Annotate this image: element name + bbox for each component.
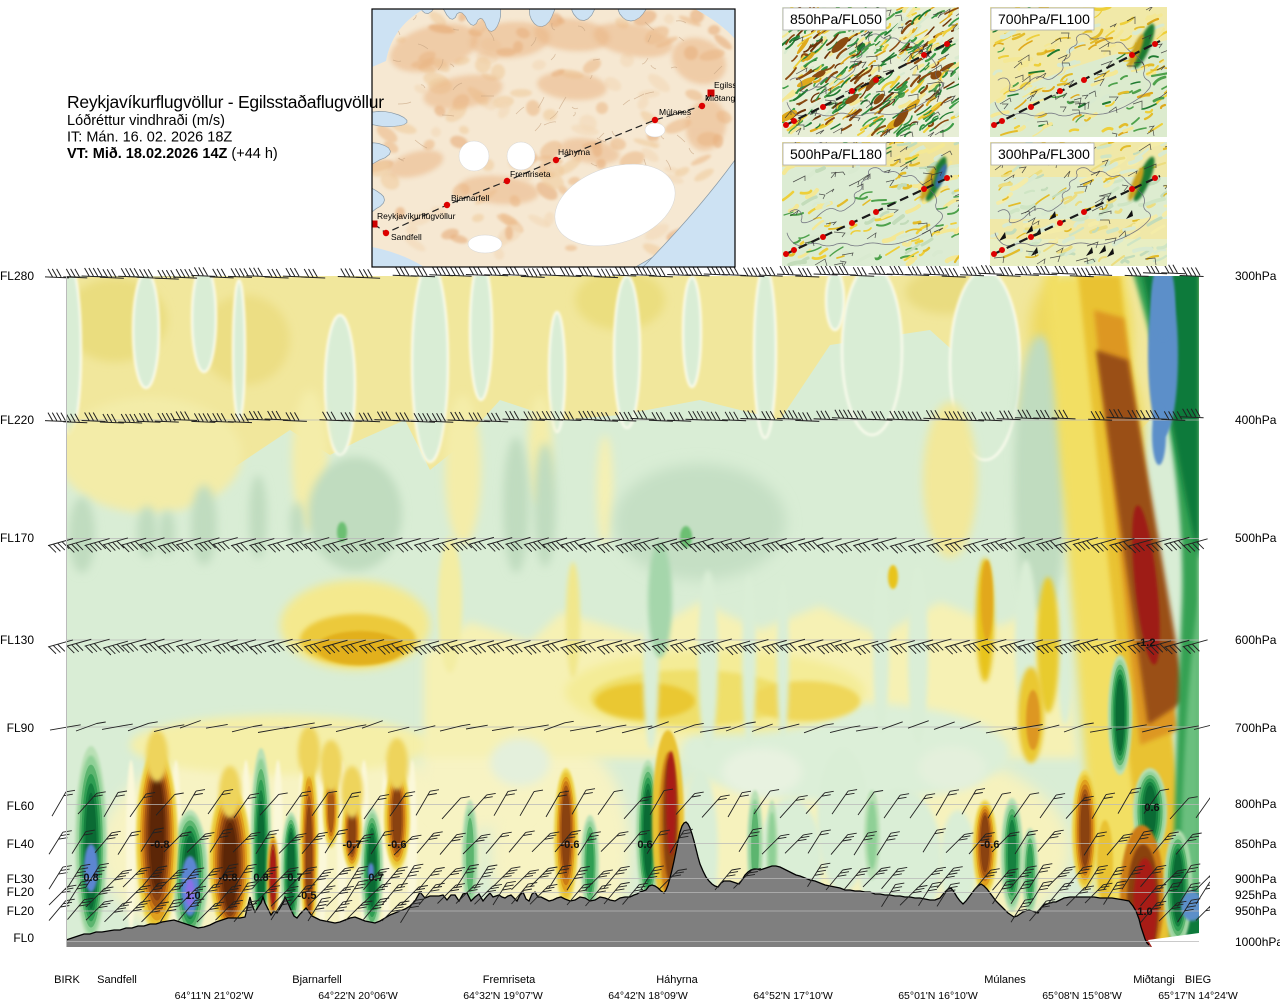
svg-text:0.8: 0.8 xyxy=(253,872,268,884)
svg-text:VT: Mið. 18.02.2026 14Z (+44 h: VT: Mið. 18.02.2026 14Z (+44 h) xyxy=(67,146,278,162)
svg-text:500hPa: 500hPa xyxy=(1235,531,1277,545)
svg-text:FL90: FL90 xyxy=(7,721,35,735)
svg-text:64°32'N 19°07'W: 64°32'N 19°07'W xyxy=(463,990,543,1002)
svg-text:Miðtangi: Miðtangi xyxy=(1133,974,1175,986)
svg-text:0.8: 0.8 xyxy=(83,872,98,884)
svg-text:950hPa: 950hPa xyxy=(1235,904,1277,918)
svg-text:600hPa: 600hPa xyxy=(1235,633,1277,647)
svg-text:300hPa/FL300: 300hPa/FL300 xyxy=(998,146,1090,162)
svg-text:-0.8: -0.8 xyxy=(219,872,238,884)
svg-text:Háhyrna: Háhyrna xyxy=(558,147,590,157)
svg-text:Egilssta: Egilssta xyxy=(714,80,744,90)
svg-text:Lóðréttur vindhraði (m/s): Lóðréttur vindhraði (m/s) xyxy=(67,113,225,129)
svg-text:1000hPa: 1000hPa xyxy=(1235,935,1280,949)
svg-text:FL280: FL280 xyxy=(0,269,34,283)
svg-text:FL20: FL20 xyxy=(7,885,35,899)
svg-text:0.7: 0.7 xyxy=(368,872,383,884)
svg-text:Miðtangi: Miðtangi xyxy=(705,93,737,103)
svg-text:0.7: 0.7 xyxy=(287,872,302,884)
svg-text:Reykjavíkurflugvöllur: Reykjavíkurflugvöllur xyxy=(377,211,456,221)
svg-text:64°42'N 18°09'W: 64°42'N 18°09'W xyxy=(608,990,688,1002)
svg-text:Múlanes: Múlanes xyxy=(659,107,691,117)
svg-text:Fremriseta: Fremriseta xyxy=(510,169,551,179)
svg-text:0.6: 0.6 xyxy=(1144,802,1159,814)
svg-text:850hPa: 850hPa xyxy=(1235,837,1277,851)
svg-text:Háhyrna: Háhyrna xyxy=(656,974,698,986)
svg-text:700hPa: 700hPa xyxy=(1235,721,1277,735)
svg-text:900hPa: 900hPa xyxy=(1235,872,1277,886)
svg-text:65°08'N 15°08'W: 65°08'N 15°08'W xyxy=(1042,990,1122,1002)
svg-text:-0.6: -0.6 xyxy=(981,839,1000,851)
svg-text:Fremriseta: Fremriseta xyxy=(483,974,536,986)
svg-text:FL130: FL130 xyxy=(0,633,34,647)
svg-text:500hPa/FL180: 500hPa/FL180 xyxy=(790,146,882,162)
svg-text:Bjarnarfell: Bjarnarfell xyxy=(451,193,489,203)
svg-text:Reykjavíkurflugvöllur - Egilss: Reykjavíkurflugvöllur - Egilsstaðaflugvö… xyxy=(67,92,384,112)
svg-text:-0.8: -0.8 xyxy=(151,839,170,851)
svg-text:FL30: FL30 xyxy=(7,872,35,886)
svg-text:Múlanes: Múlanes xyxy=(984,974,1026,986)
svg-text:64°52'N 17°10'W: 64°52'N 17°10'W xyxy=(753,990,833,1002)
svg-text:1.0: 1.0 xyxy=(185,890,200,902)
svg-text:300hPa: 300hPa xyxy=(1235,269,1277,283)
svg-text:1.0: 1.0 xyxy=(1137,906,1152,918)
svg-text:64°22'N 20°06'W: 64°22'N 20°06'W xyxy=(318,990,398,1002)
svg-text:65°17'N 14°24'W: 65°17'N 14°24'W xyxy=(1158,990,1238,1002)
svg-text:850hPa/FL050: 850hPa/FL050 xyxy=(790,11,882,27)
svg-text:-1.2: -1.2 xyxy=(1137,637,1156,649)
svg-text:Sandfell: Sandfell xyxy=(391,232,422,242)
svg-text:FL40: FL40 xyxy=(7,837,35,851)
svg-text:65°01'N 16°10'W: 65°01'N 16°10'W xyxy=(898,990,978,1002)
svg-text:-0.6: -0.6 xyxy=(388,839,407,851)
svg-text:700hPa/FL100: 700hPa/FL100 xyxy=(998,11,1090,27)
svg-text:BIEG: BIEG xyxy=(1185,974,1211,986)
svg-text:-0.7: -0.7 xyxy=(343,839,362,851)
svg-text:FL220: FL220 xyxy=(0,413,34,427)
svg-text:800hPa: 800hPa xyxy=(1235,797,1277,811)
svg-text:FL0: FL0 xyxy=(13,931,34,945)
svg-text:FL20: FL20 xyxy=(7,904,35,918)
svg-text:FL170: FL170 xyxy=(0,531,34,545)
svg-text:400hPa: 400hPa xyxy=(1235,413,1277,427)
svg-text:64°11'N 21°02'W: 64°11'N 21°02'W xyxy=(175,990,254,1002)
svg-text:-0.6: -0.6 xyxy=(561,839,580,851)
svg-text:IT: Mán. 16. 02. 2026 18Z: IT: Mán. 16. 02. 2026 18Z xyxy=(67,130,232,146)
svg-text:BIRK: BIRK xyxy=(54,974,80,986)
svg-text:FL60: FL60 xyxy=(7,799,35,813)
svg-text:925hPa: 925hPa xyxy=(1235,888,1277,902)
svg-text:0.6: 0.6 xyxy=(637,839,652,851)
svg-text:Bjarnarfell: Bjarnarfell xyxy=(292,974,342,986)
svg-text:Sandfell: Sandfell xyxy=(97,974,137,986)
svg-text:-0.5: -0.5 xyxy=(298,890,317,902)
